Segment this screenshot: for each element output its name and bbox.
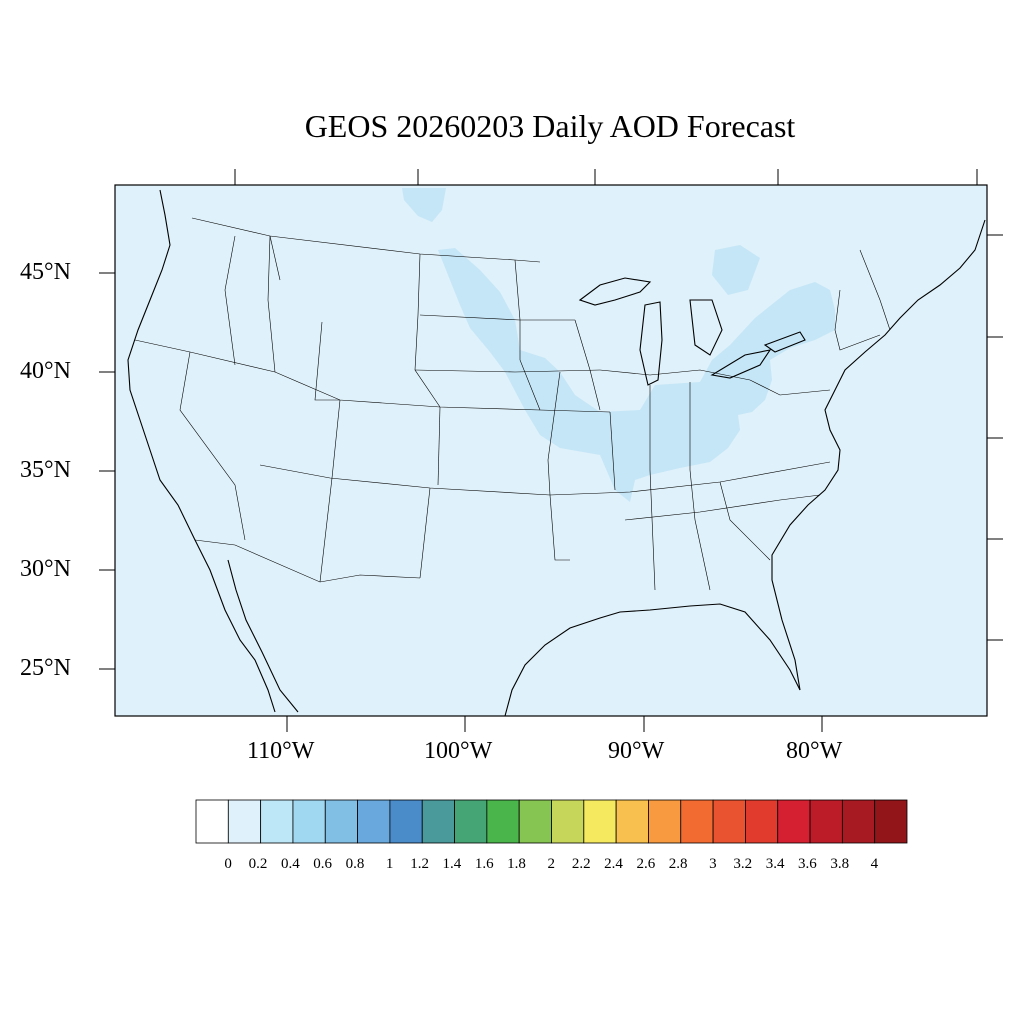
colorbar-label-3: 0.6: [313, 856, 333, 872]
frame-ticks: [99, 169, 1003, 732]
colorbar-box-8: [454, 799, 488, 844]
lon-label-90w: 90°W: [608, 738, 665, 764]
colorbar-box-12: [583, 799, 617, 844]
colorbar-box-9: [486, 799, 520, 844]
map-title: GEOS 20260203 Daily AOD Forecast: [304, 108, 796, 144]
colorbar-label-10: 2: [547, 856, 556, 872]
lat-label-35: 35°N: [20, 457, 71, 483]
colorbar-label-6: 1.2: [410, 856, 429, 872]
colorbar-box-15: [680, 799, 714, 844]
colorbar-label-4: 0.8: [345, 856, 365, 872]
colorbar-box-18: [777, 799, 811, 844]
colorbar-box-14: [648, 799, 682, 844]
colorbar-box-16: [712, 799, 746, 844]
colorbar-label-8: 1.6: [474, 856, 494, 872]
colorbar-box-1: [227, 799, 262, 844]
lat-label-25: 25°N: [20, 655, 71, 681]
colorbar-box-6: [389, 799, 423, 844]
colorbar-label-5: 1: [385, 856, 394, 872]
colorbar-box-11: [551, 799, 585, 844]
colorbar-box-13: [615, 799, 649, 844]
colorbar-box-17: [745, 799, 779, 844]
colorbar-label-13: 2.6: [636, 856, 656, 872]
colorbar-label-19: 3.8: [830, 856, 850, 872]
colorbar-label-18: 3.6: [798, 856, 817, 872]
lon-label-110w: 110°W: [247, 738, 315, 764]
colorbar-label-0: 0: [224, 856, 232, 872]
colorbar-label-14: 2.8: [668, 856, 688, 872]
state-boundaries: [134, 217, 891, 591]
lon-label-80w: 80°W: [786, 738, 843, 764]
colorbar-box-10: [518, 799, 552, 844]
colorbar-box-4: [324, 799, 358, 844]
colorbar-label-16: 3.2: [733, 856, 753, 872]
colorbar-box-19: [809, 799, 843, 844]
coastlines: [127, 189, 986, 717]
colorbar-label-15: 3: [709, 856, 717, 872]
lon-label-100w: 100°W: [424, 738, 493, 764]
colorbar-label-2: 0.4: [280, 856, 300, 872]
colorbar-label-9: 1.8: [507, 856, 526, 872]
colorbar-label-12: 2.4: [604, 856, 623, 872]
colorbar-label-11: 2.2: [571, 856, 591, 872]
colorbar-box-20: [841, 799, 876, 844]
lat-label-30: 30°N: [20, 556, 71, 582]
colorbar-box-7: [421, 799, 455, 844]
colorbar-box-5: [357, 799, 391, 844]
colorbar-box-3: [292, 799, 326, 844]
aod-plume: [402, 188, 835, 502]
colorbar-box-2: [260, 799, 294, 844]
colorbar: [195, 799, 908, 844]
colorbar-label-1: 0.2: [248, 856, 268, 872]
colorbar-box-0: [195, 799, 229, 844]
map-frame: [114, 184, 988, 717]
map-background: [115, 185, 987, 716]
colorbar-label-7: 1.4: [442, 856, 462, 872]
colorbar-label-17: 3.4: [765, 856, 785, 872]
colorbar-box-21: [874, 799, 908, 844]
colorbar-label-20: 4: [870, 856, 879, 872]
lat-label-45: 45°N: [20, 259, 71, 285]
lat-label-40: 40°N: [20, 358, 71, 384]
